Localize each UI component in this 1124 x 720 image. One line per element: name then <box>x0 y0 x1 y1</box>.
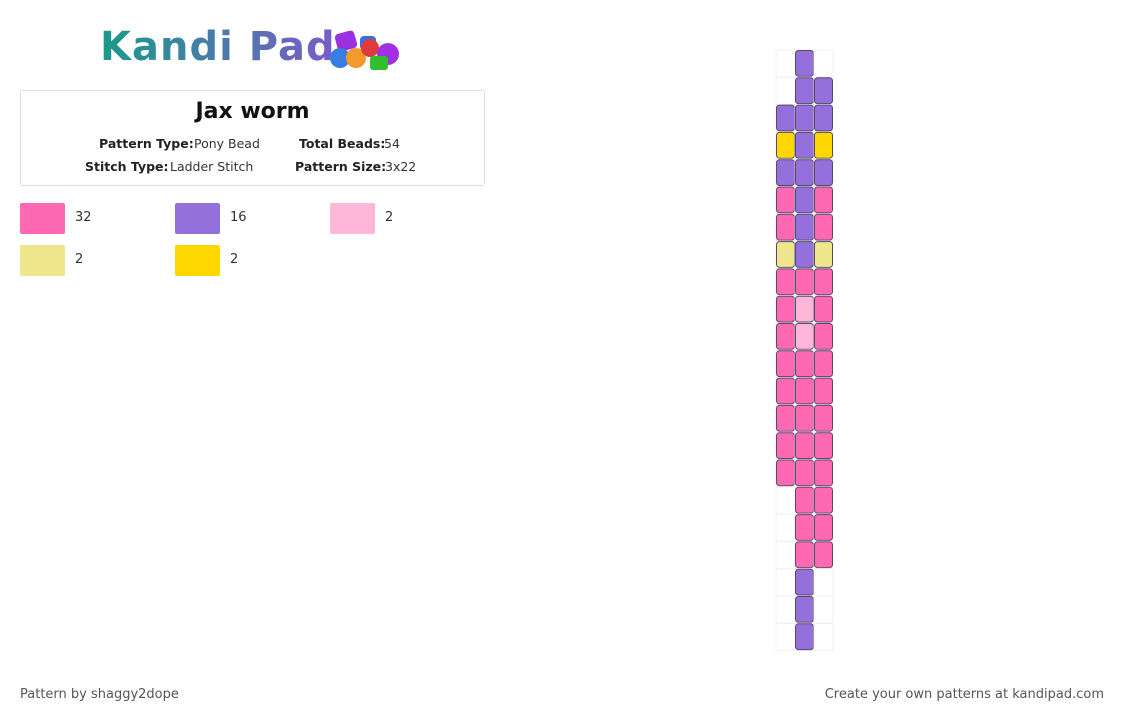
bead <box>795 131 814 159</box>
bead <box>776 295 795 323</box>
bead <box>814 459 833 487</box>
bead <box>814 377 833 405</box>
field-value: Pony Bead <box>194 136 260 151</box>
bead <box>814 268 833 296</box>
bead <box>776 131 795 159</box>
grid-cell <box>775 568 796 597</box>
bead <box>814 104 833 132</box>
bead <box>776 241 795 268</box>
bead <box>814 131 833 159</box>
bead <box>776 159 795 186</box>
grid-cell <box>775 595 796 624</box>
bead <box>795 596 814 623</box>
grid-cell <box>775 513 796 542</box>
bead <box>814 404 833 432</box>
bead <box>795 486 814 514</box>
bead <box>776 104 795 132</box>
promo[interactable]: Create your own patterns at kandipad.com <box>824 687 1104 702</box>
grid-cell <box>813 49 834 78</box>
field-label: Total Beads: <box>299 136 386 151</box>
bead <box>795 104 814 132</box>
legend-swatch <box>20 203 65 234</box>
grid-cell <box>775 540 796 570</box>
bead <box>814 541 833 569</box>
bead <box>776 323 795 350</box>
bead <box>795 213 814 241</box>
bead <box>776 268 795 296</box>
bead <box>776 432 795 460</box>
bead <box>795 404 814 432</box>
bead <box>795 186 814 214</box>
bead <box>795 241 814 268</box>
bead <box>814 213 833 241</box>
legend-count: 2 <box>385 210 394 225</box>
bead <box>795 541 814 569</box>
field-label: Pattern Size: <box>295 159 387 174</box>
credit: Pattern by shaggy2dope <box>20 687 179 702</box>
grid-cell <box>775 622 796 652</box>
grid-cell <box>813 568 834 597</box>
bead <box>795 295 814 323</box>
grid-cell <box>775 76 796 106</box>
field-value: 54 <box>384 136 400 151</box>
bead <box>795 159 814 186</box>
legend-count: 16 <box>230 210 247 225</box>
bead <box>795 514 814 541</box>
legend-swatch <box>330 203 375 234</box>
bead <box>814 432 833 460</box>
field-label: Stitch Type: <box>85 159 169 174</box>
bead <box>814 241 833 268</box>
bead <box>776 186 795 214</box>
bead <box>776 213 795 241</box>
bead-grid <box>775 49 834 652</box>
grid-cell <box>775 49 796 78</box>
grid-cell <box>775 486 796 515</box>
bead <box>795 77 814 105</box>
bead <box>814 486 833 514</box>
legend-swatch <box>175 245 220 276</box>
field-label: Pattern Type: <box>99 136 194 151</box>
bead <box>795 323 814 350</box>
bead <box>776 404 795 432</box>
legend-swatch <box>175 203 220 234</box>
grid-cell <box>813 622 834 652</box>
bead <box>795 268 814 296</box>
bead <box>795 377 814 405</box>
bead <box>795 568 814 596</box>
bead <box>795 623 814 651</box>
bead <box>814 159 833 186</box>
bead <box>776 350 795 378</box>
bead <box>814 77 833 105</box>
info-box: Jax worm Pattern Type: Pony Bead Total B… <box>20 90 485 186</box>
bead <box>814 186 833 214</box>
bead <box>795 50 814 77</box>
logo[interactable]: Kandi Pad <box>100 24 336 70</box>
legend-count: 2 <box>75 252 84 267</box>
bead <box>776 459 795 487</box>
bead <box>795 459 814 487</box>
bead <box>814 295 833 323</box>
legend-count: 32 <box>75 210 92 225</box>
bead <box>795 350 814 378</box>
bead <box>814 514 833 541</box>
pattern-title: Jax worm <box>195 99 310 124</box>
bead <box>814 323 833 350</box>
bead <box>814 350 833 378</box>
bead <box>776 377 795 405</box>
legend-count: 2 <box>230 252 239 267</box>
field-value: Ladder Stitch <box>170 159 254 174</box>
grid-cell <box>813 595 834 624</box>
field-value: 3x22 <box>385 159 417 174</box>
bead <box>795 432 814 460</box>
logo-beads <box>330 30 399 70</box>
legend-swatch <box>20 245 65 276</box>
